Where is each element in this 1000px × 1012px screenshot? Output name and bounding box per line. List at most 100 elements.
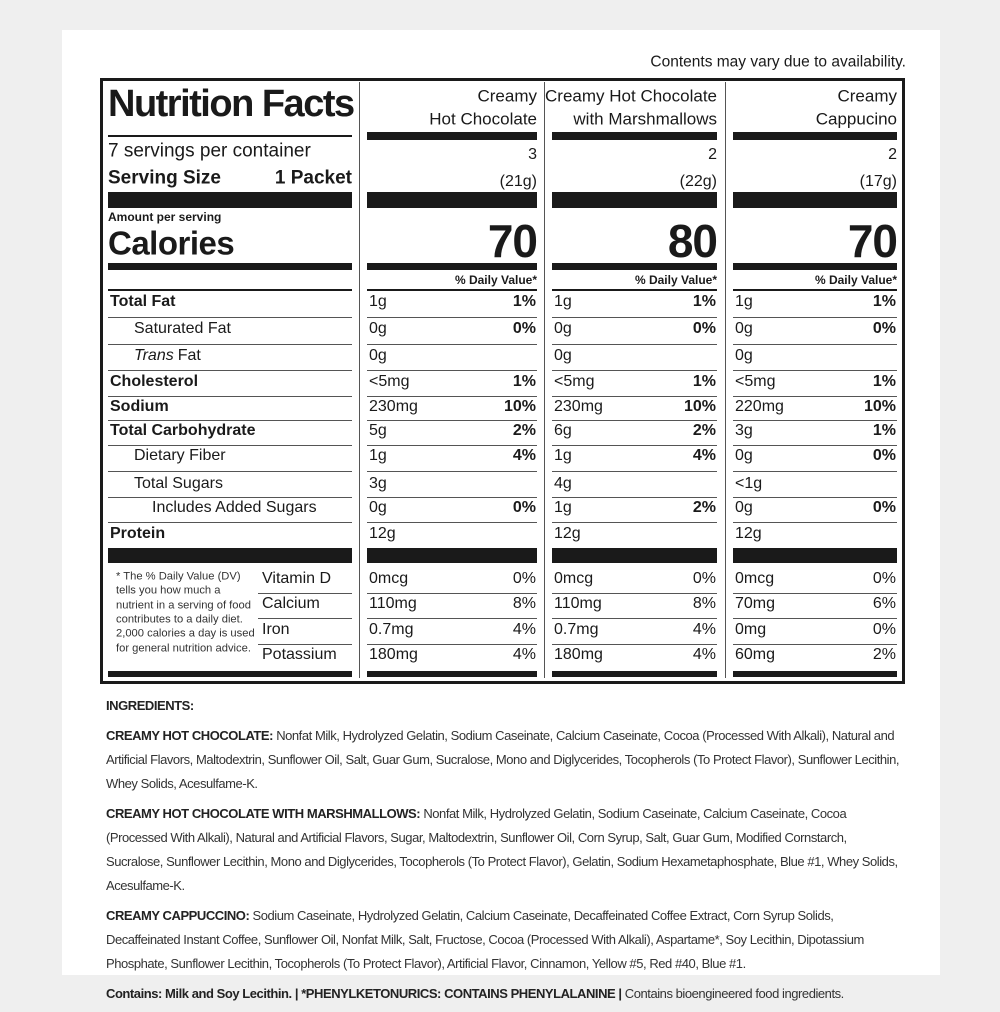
row-rule — [258, 618, 352, 619]
serving-weight: (22g) — [679, 173, 717, 190]
row-rule — [552, 471, 717, 472]
medium-bar — [552, 263, 717, 270]
daily-value: 10% — [503, 398, 536, 415]
daily-value: 1% — [872, 422, 896, 439]
nutrient-amount: 1g — [735, 293, 753, 310]
medium-bar — [552, 671, 717, 677]
row-rule — [552, 593, 717, 594]
footnote: nutrient in a serving of food — [116, 598, 251, 611]
daily-value: 0% — [512, 320, 536, 337]
row-rule — [552, 644, 717, 645]
vitamin-daily-value: 0% — [692, 570, 716, 587]
thick-bar — [367, 192, 537, 208]
nutrient-amount: 0g — [554, 320, 572, 337]
row-rule — [733, 370, 897, 371]
row-rule — [108, 420, 352, 421]
rule — [367, 289, 537, 291]
vitamin-name: Potassium — [262, 646, 337, 663]
nutrient-amount: 5g — [369, 422, 387, 439]
rule — [552, 289, 717, 291]
row-rule — [552, 370, 717, 371]
nutrient-amount: <1g — [735, 475, 763, 492]
footnote: * The % Daily Value (DV) — [116, 570, 241, 583]
vitamin-amount: 70mg — [735, 595, 776, 612]
row-rule — [552, 344, 717, 345]
nutrient-amount: 220mg — [735, 398, 784, 415]
vitamin-name: Vitamin D — [262, 570, 332, 587]
vitamin-amount: 0mcg — [369, 570, 409, 587]
row-rule — [552, 497, 717, 498]
nutrient-amount: 0g — [735, 320, 753, 337]
vitamin-amount: 0.7mg — [554, 621, 599, 638]
product-name: Creamy — [837, 86, 897, 106]
daily-value: 10% — [863, 398, 896, 415]
nutrient-amount: 1g — [554, 499, 572, 516]
daily-value: 4% — [692, 447, 716, 464]
contains-statement: Contains bioengineered food ingredients. — [624, 986, 845, 1001]
nutrient-amount: <5mg — [554, 373, 595, 390]
calories-label: Calories — [108, 224, 235, 262]
nutrient-amount: 3g — [369, 475, 387, 492]
row-rule — [367, 396, 537, 397]
vitamin-amount: 110mg — [554, 595, 602, 612]
servings-per-container: 7 servings per container — [108, 140, 311, 162]
row-rule — [733, 445, 897, 446]
row-rule — [552, 317, 717, 318]
thick-bar — [733, 548, 897, 563]
nutrient-amount: 12g — [554, 525, 581, 542]
row-rule — [552, 618, 717, 619]
rule — [108, 289, 352, 291]
nutrient-amount: 6g — [554, 422, 572, 439]
row-rule — [733, 396, 897, 397]
row-rule — [733, 593, 897, 594]
daily-value: 1% — [692, 293, 716, 310]
medium-bar — [367, 671, 537, 677]
nutrient-amount: 0g — [554, 347, 572, 364]
contains-line: Contains: Milk and Soy Lecithin. | *PHEN… — [106, 982, 902, 1006]
thick-bar — [108, 192, 352, 208]
ingredient-paragraph: CREAMY HOT CHOCOLATE WITH MARSHMALLOWS: … — [106, 802, 902, 898]
calories: 80 — [667, 215, 718, 267]
vitamin-amount: 180mg — [369, 646, 418, 663]
package-panel — [62, 30, 940, 975]
ingredient-list: Nonfat Milk, Hydrolyzed Gelatin, Sodium … — [106, 728, 900, 791]
nutrient-amount: 230mg — [369, 398, 418, 415]
rule — [733, 289, 897, 291]
vitamin-amount: 180mg — [554, 646, 603, 663]
vitamin-daily-value: 2% — [872, 646, 896, 663]
daily-value: 1% — [512, 373, 536, 390]
row-rule — [367, 644, 537, 645]
serving-size-label: Serving Size — [108, 167, 221, 189]
row-rule — [733, 644, 897, 645]
vitamin-amount: 0mcg — [554, 570, 594, 587]
ingredient-list: Sodium Caseinate, Hydrolyzed Gelatin, Ca… — [106, 908, 864, 971]
footnote: for general nutrition advice. — [116, 641, 251, 654]
daily-value: 0% — [872, 320, 896, 337]
nutrient-amount: 4g — [554, 475, 572, 492]
column-divider — [725, 82, 726, 678]
servings: 2 — [708, 146, 717, 163]
row-rule — [258, 593, 352, 594]
nutrient-name: Total Carbohydrate — [110, 422, 256, 439]
daily-value: 0% — [692, 320, 716, 337]
vitamin-daily-value: 4% — [512, 621, 536, 638]
vitamin-daily-value: 0% — [872, 621, 896, 638]
row-rule — [108, 522, 352, 523]
row-rule — [733, 420, 897, 421]
vitamin-name: Iron — [262, 621, 290, 638]
daily-value: 0% — [512, 499, 536, 516]
servings: 3 — [528, 146, 537, 163]
calories: 70 — [847, 215, 898, 267]
vitamin-amount: 110mg — [369, 595, 417, 612]
row-rule — [733, 497, 897, 498]
row-rule — [367, 317, 537, 318]
product-heading: CREAMY CAPPUCCINO: — [106, 908, 250, 923]
nutrient-name: Saturated Fat — [134, 320, 231, 337]
contains-statement: Contains: Milk and Soy Lecithin. — [106, 986, 292, 1001]
bar — [733, 132, 897, 140]
nutrient-name: Sodium — [110, 398, 169, 415]
servings: 2 — [888, 146, 897, 163]
daily-value: 2% — [692, 499, 716, 516]
daily-value: 1% — [692, 373, 716, 390]
